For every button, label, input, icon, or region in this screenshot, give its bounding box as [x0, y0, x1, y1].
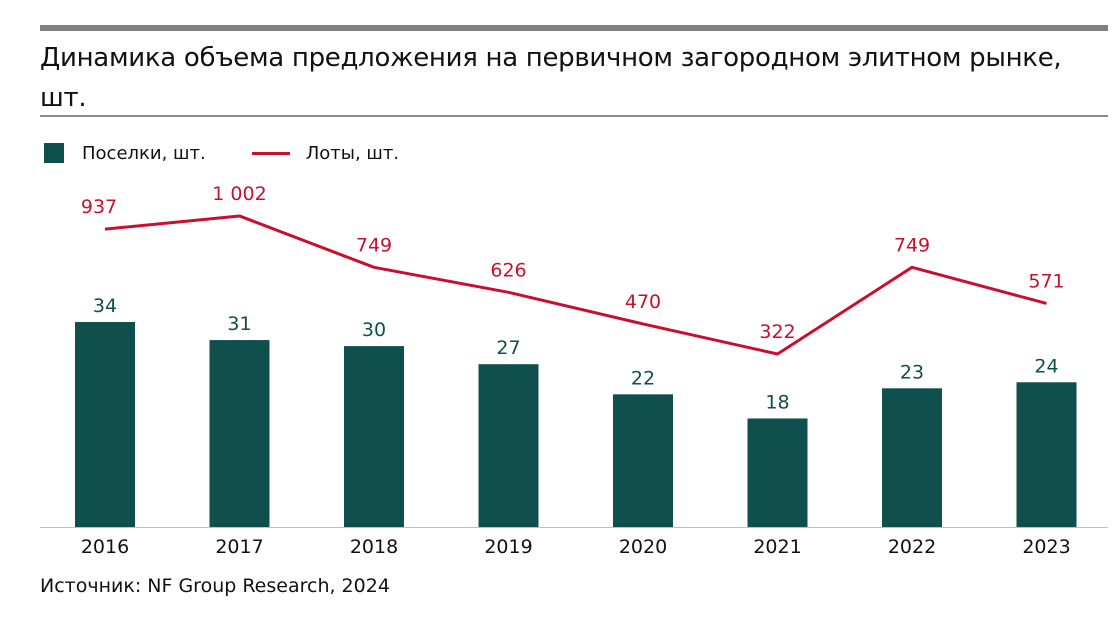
line-label-2021: 322	[759, 321, 795, 343]
bar-label-2021: 18	[765, 391, 789, 413]
bar-label-2017: 31	[227, 313, 251, 335]
line-label-2020: 470	[625, 291, 661, 313]
x-tick-2023: 2023	[1022, 536, 1070, 558]
top-rule	[40, 25, 1108, 31]
line-label-2023: 571	[1028, 270, 1064, 292]
legend-item-line: Лоты, шт.	[251, 142, 400, 164]
legend-label-bars: Поселки, шт.	[82, 142, 206, 164]
x-tick-2016: 2016	[81, 536, 129, 558]
x-tick-2021: 2021	[753, 536, 801, 558]
legend-item-bars: Поселки, шт.	[44, 143, 206, 164]
bar-label-2022: 23	[900, 361, 924, 383]
chart-title: Динамика объема предложения на первичном…	[40, 43, 1062, 113]
x-tick-2022: 2022	[888, 536, 936, 558]
bar-2023	[1016, 382, 1077, 527]
bar-2017	[209, 340, 270, 527]
bar-label-2020: 22	[631, 367, 655, 389]
bar-label-2018: 30	[362, 319, 386, 341]
x-tick-2020: 2020	[619, 536, 667, 558]
bar-label-2019: 27	[496, 337, 520, 359]
line-label-2018: 749	[356, 234, 392, 256]
line-label-2017: 1 002	[212, 183, 266, 205]
bar-2020	[613, 394, 673, 527]
legend-swatch-line	[251, 151, 290, 155]
legend-swatch-bars	[44, 143, 64, 163]
line-series-lots	[104, 214, 1047, 356]
bar-label-2016: 34	[93, 295, 117, 317]
x-tick-2019: 2019	[484, 536, 532, 558]
bar-2019	[478, 364, 539, 527]
legend: Поселки, шт. Лоты, шт.	[44, 140, 445, 166]
line-label-2019: 626	[490, 259, 526, 281]
legend-label-line: Лоты, шт.	[305, 142, 400, 164]
bar-2021	[747, 418, 808, 527]
x-tick-2018: 2018	[350, 536, 398, 558]
source-note: Источник: NF Group Research, 2024	[40, 575, 390, 597]
bar-2018	[344, 346, 404, 527]
line-label-2016: 937	[81, 196, 117, 218]
bar-2016	[75, 321, 135, 527]
title-divider	[40, 115, 1108, 117]
bar-label-2023: 24	[1034, 355, 1058, 377]
bar-2022	[882, 388, 942, 527]
x-tick-2017: 2017	[215, 536, 263, 558]
line-label-2022: 749	[894, 234, 930, 256]
